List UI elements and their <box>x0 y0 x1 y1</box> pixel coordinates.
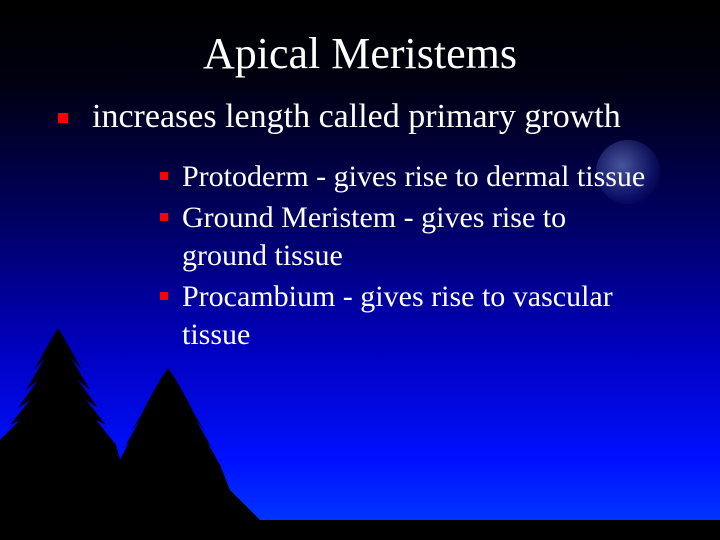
slide: Apical Meristems increases length called… <box>0 0 720 540</box>
slide-content: Apical Meristems increases length called… <box>40 28 680 353</box>
bullet-level2-text: Protoderm - gives rise to dermal tissue <box>182 158 645 196</box>
bullet-icon <box>160 213 168 221</box>
bullet-level2: Ground Meristem - gives rise to ground t… <box>160 199 650 274</box>
bullet-icon <box>160 292 168 300</box>
bullet-level2: Procambium - gives rise to vascular tiss… <box>160 278 650 353</box>
bullet-level2-group: Protoderm - gives rise to dermal tissue … <box>160 158 650 354</box>
slide-title: Apical Meristems <box>40 28 680 79</box>
bullet-level2-text: Procambium - gives rise to vascular tiss… <box>182 278 650 353</box>
bullet-level2: Protoderm - gives rise to dermal tissue <box>160 158 650 196</box>
bullet-level1-text: increases length called primary growth <box>92 97 621 138</box>
bullet-icon <box>160 172 168 180</box>
bullet-icon <box>58 113 68 123</box>
bullet-level1: increases length called primary growth <box>58 97 680 138</box>
bullet-level2-text: Ground Meristem - gives rise to ground t… <box>182 199 650 274</box>
